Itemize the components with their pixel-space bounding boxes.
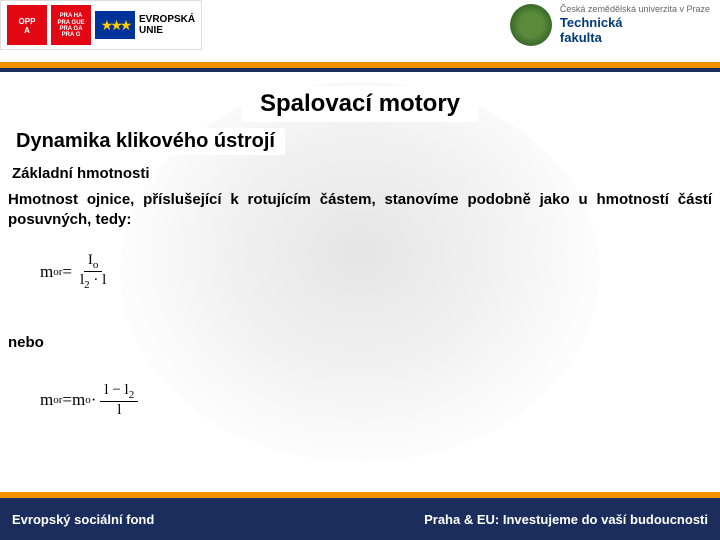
f1-lhs-sub: or [53, 266, 62, 278]
header: OPP A PRA HA PRA GUE PRA GA PRA G ★★★ EV… [0, 0, 720, 62]
body-text: Hmotnost ojnice, příslušející k rotující… [8, 190, 712, 229]
eu-flag-icon: ★★★ [95, 11, 135, 39]
faculty-label: Technická fakulta [560, 15, 710, 46]
footer-left: Evropský sociální fond [12, 512, 154, 527]
f1-frac: Io l2 · l [76, 252, 110, 291]
praha-logo: PRA HA PRA GUE PRA GA PRA G [51, 5, 91, 45]
f2-dot: · [91, 390, 97, 410]
f2-rhs1: m [72, 390, 85, 410]
nebo-label: nebo [8, 334, 44, 351]
czu-logo-icon [510, 4, 552, 46]
footer: Evropský sociální fond Praha & EU: Inves… [0, 492, 720, 540]
f1-lhs: m [40, 262, 53, 282]
logos-left: OPP A PRA HA PRA GUE PRA GA PRA G ★★★ EV… [0, 0, 202, 50]
czu-label: Česká zemědělská univerzita v Praze [560, 4, 710, 15]
formula-2: mor = mo · l − l2 l [40, 382, 142, 419]
f1-den: l2 · l [76, 272, 110, 291]
f2-lhs: m [40, 390, 53, 410]
oppa-logo: OPP A [7, 5, 47, 45]
section-label: Základní hmotnosti [6, 164, 156, 183]
f2-lhs-sub: or [53, 394, 62, 406]
f2-frac: l − l2 l [100, 382, 138, 419]
logos-right: Česká zemědělská univerzita v Praze Tech… [500, 0, 720, 50]
praha-text: PRA HA PRA GUE PRA GA PRA G [57, 13, 84, 38]
slide-title: Spalovací motory [242, 86, 478, 122]
f1-num: Io [84, 252, 103, 272]
f1-eq: = [62, 262, 72, 282]
eu-label: EVROPSKÁ UNIE [139, 14, 195, 36]
f2-num: l − l2 [100, 382, 138, 402]
footer-right: Praha & EU: Investujeme do vaší budoucno… [424, 512, 708, 527]
footer-body: Evropský sociální fond Praha & EU: Inves… [0, 498, 720, 540]
f2-eq: = [62, 390, 72, 410]
content-area: Spalovací motory Dynamika klikového ústr… [0, 72, 720, 492]
slide-subtitle: Dynamika klikového ústrojí [6, 128, 285, 155]
formula-1: mor = Io l2 · l [40, 252, 114, 291]
oppa-text: OPP A [19, 18, 36, 36]
f2-den: l [113, 402, 125, 419]
